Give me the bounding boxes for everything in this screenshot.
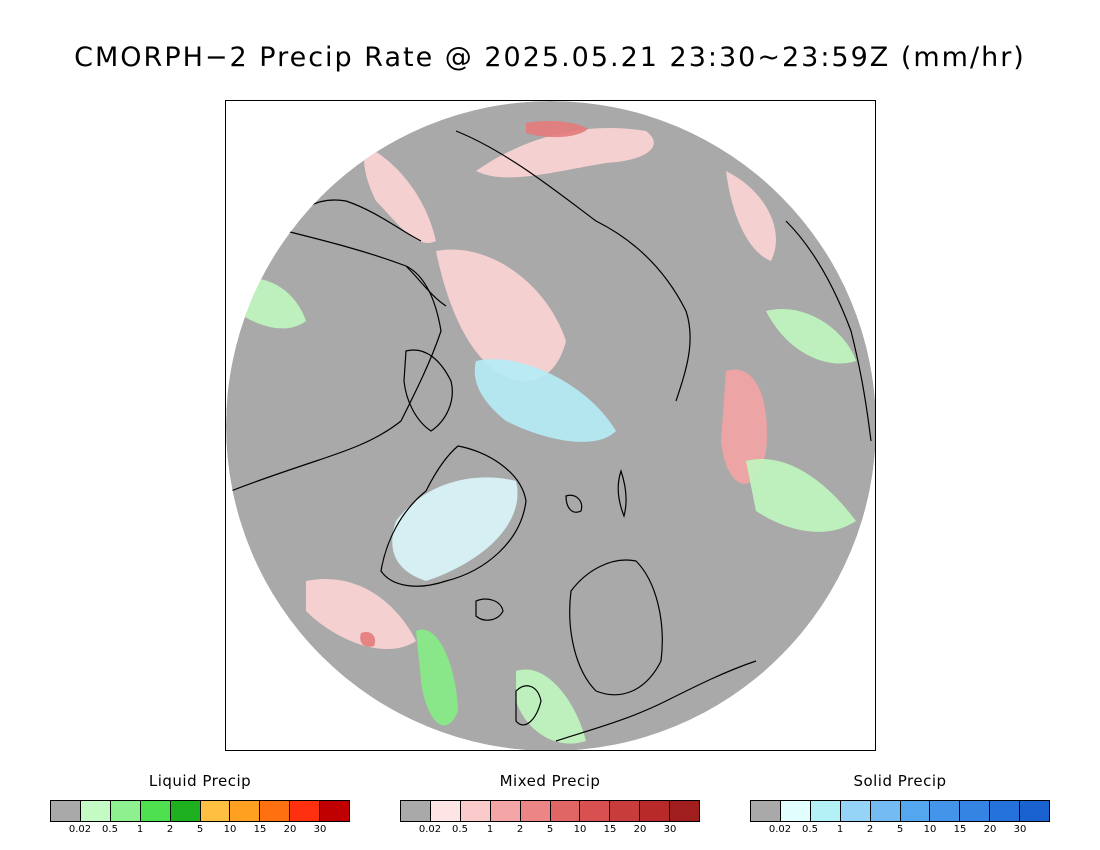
color-swatch (840, 801, 871, 821)
color-swatch (780, 801, 811, 821)
tick-labels: 0.02 0.5 1 2 5 10 15 20 30 (50, 824, 350, 838)
tick-label: 0.5 (102, 824, 118, 835)
color-swatch (401, 801, 431, 821)
iceland-outline (475, 598, 504, 621)
canada-coast-outline (230, 230, 442, 492)
tick-label: 5 (196, 824, 204, 835)
tick-label: 20 (283, 824, 297, 835)
tick-label: 5 (896, 824, 904, 835)
mixed-precip-area-central (436, 249, 566, 381)
color-swatch (51, 801, 81, 821)
tick-label: 10 (573, 824, 587, 835)
color-swatch (930, 801, 961, 821)
scandinavia-outline (569, 559, 663, 696)
color-swatch (460, 801, 491, 821)
color-swatch (900, 801, 931, 821)
color-swatch (670, 801, 700, 821)
tick-label: 0.02 (768, 824, 792, 835)
color-swatch (170, 801, 201, 821)
color-swatch (200, 801, 231, 821)
solid-precip-area-pole (474, 359, 616, 442)
novaya-zemlya-outline (617, 469, 627, 518)
polar-map (226, 101, 875, 750)
tick-label: 15 (953, 824, 967, 835)
mixed-precip-area-upper-left (364, 146, 436, 243)
color-swatch (580, 801, 611, 821)
tick-label: 2 (166, 824, 174, 835)
tick-label: 1 (486, 824, 494, 835)
liquid-precip-area-upper-right (766, 309, 856, 364)
color-swatch (260, 801, 291, 821)
tick-label: 2 (866, 824, 874, 835)
tick-label: 15 (603, 824, 617, 835)
color-swatch (751, 801, 781, 821)
color-swatch (960, 801, 991, 821)
color-swatch (520, 801, 551, 821)
mixed-precip-area-right (721, 369, 767, 484)
map-title: CMORPH−2 Precip Rate @ 2025.05.21 23:30~… (74, 42, 1026, 73)
mixed-precip-area-strong-bottom-left (360, 631, 376, 647)
tick-labels: 0.02 0.5 1 2 5 10 15 20 30 (400, 824, 700, 838)
tick-label: 0.02 (418, 824, 442, 835)
tick-label: 30 (313, 824, 327, 835)
tick-label: 30 (1013, 824, 1027, 835)
legend-title: Liquid Precip (148, 772, 252, 790)
tick-label: 0.5 (802, 824, 818, 835)
color-swatch (870, 801, 901, 821)
siberia-coast-outline (455, 130, 691, 402)
tick-label: 20 (983, 824, 997, 835)
russia-alaska-border (405, 265, 447, 307)
color-swatch (80, 801, 111, 821)
land-outlines (230, 130, 872, 742)
tick-label: 2 (516, 824, 524, 835)
asia-east-coast-outline (785, 220, 872, 442)
europe-coast-outline (555, 660, 757, 742)
map-frame[interactable] (225, 100, 876, 751)
british-isles-outline (515, 685, 542, 726)
solid-precip-area-greenland (392, 477, 518, 581)
color-swatch (320, 801, 350, 821)
mixed-precip-area-bottom (306, 579, 416, 650)
tick-label: 0.02 (68, 824, 92, 835)
svalbard-outline (565, 494, 583, 513)
color-swatch (290, 801, 321, 821)
mixed-precip-area-far-east (726, 171, 776, 261)
color-swatch (550, 801, 581, 821)
legend-title: Mixed Precip (499, 772, 601, 790)
color-swatch (140, 801, 171, 821)
color-swatch (810, 801, 841, 821)
color-swatch (990, 801, 1021, 821)
liquid-precip-area-bottom-left (416, 629, 458, 726)
color-swatch (1020, 801, 1050, 821)
color-swatch (490, 801, 521, 821)
tick-labels: 0.02 0.5 1 2 5 10 15 20 30 (750, 824, 1050, 838)
tick-label: 5 (546, 824, 554, 835)
tick-label: 15 (253, 824, 267, 835)
mixed-precip-area-strong-north (526, 121, 588, 138)
tick-label: 0.5 (452, 824, 468, 835)
color-bar (50, 800, 350, 822)
color-swatch (110, 801, 141, 821)
color-swatch (640, 801, 671, 821)
tick-label: 1 (836, 824, 844, 835)
tick-label: 30 (663, 824, 677, 835)
legend-title: Solid Precip (853, 772, 947, 790)
color-bar (400, 800, 700, 822)
legend-mixed-precip: Mixed Precip 0.02 0.5 1 2 5 10 15 20 30 (400, 772, 700, 838)
color-swatch (230, 801, 261, 821)
tick-label: 20 (633, 824, 647, 835)
tick-label: 10 (223, 824, 237, 835)
legend-liquid-precip: Liquid Precip 0.02 0.5 1 2 5 10 15 20 30 (50, 772, 350, 838)
greenland-outline (380, 445, 527, 587)
mixed-precip-area-north-siberia (476, 127, 654, 178)
legend-solid-precip: Solid Precip 0.02 0.5 1 2 5 10 15 20 30 (750, 772, 1050, 838)
liquid-precip-area-right (746, 459, 856, 532)
canadian-archipelago-outline (403, 349, 453, 432)
tick-label: 10 (923, 824, 937, 835)
color-swatch (430, 801, 461, 821)
color-bar (750, 800, 1050, 822)
color-swatch (610, 801, 641, 821)
tick-label: 1 (136, 824, 144, 835)
precip-areas (236, 121, 856, 744)
